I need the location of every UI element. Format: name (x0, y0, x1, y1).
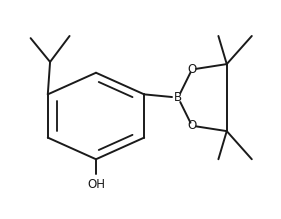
Text: OH: OH (87, 178, 105, 191)
Text: O: O (187, 63, 197, 76)
Text: B: B (174, 91, 182, 104)
Text: O: O (187, 119, 197, 132)
